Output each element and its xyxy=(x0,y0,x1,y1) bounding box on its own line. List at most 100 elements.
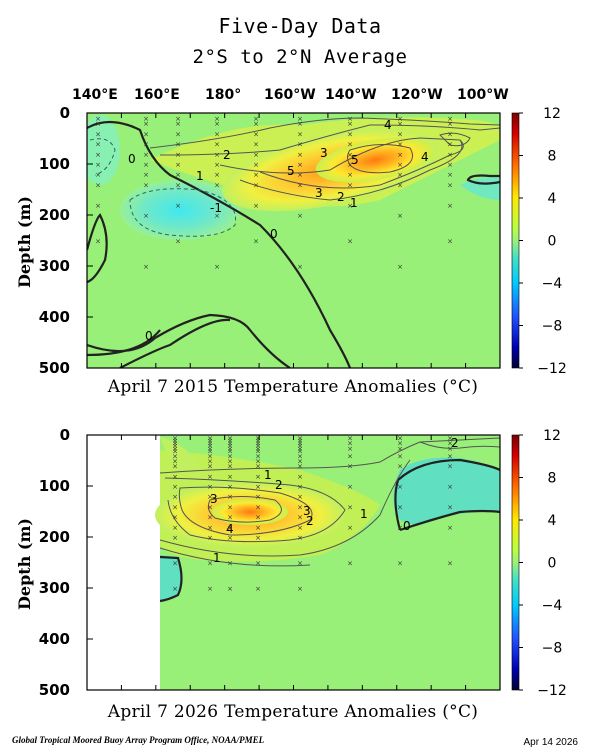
y-tick-label: 300 xyxy=(39,579,70,597)
sample-marker: × xyxy=(447,141,453,149)
sample-marker: × xyxy=(297,560,303,568)
sample-marker: × xyxy=(297,534,303,542)
sample-marker: × xyxy=(207,560,213,568)
sample-marker: × xyxy=(447,445,453,453)
sample-marker: × xyxy=(255,524,261,532)
sample-marker: × xyxy=(347,151,353,159)
sample-marker: × xyxy=(207,440,213,448)
sample-marker: × xyxy=(397,120,403,128)
sample-marker: × xyxy=(397,181,403,189)
contour-label: 4 xyxy=(384,118,392,132)
contour-label: 5 xyxy=(351,153,359,167)
contour-label: 0 xyxy=(145,329,153,343)
contour-label: 0 xyxy=(403,519,411,533)
sample-marker: × xyxy=(397,212,403,220)
sample-marker: × xyxy=(227,442,233,450)
sample-marker: × xyxy=(207,524,213,532)
sample-marker: × xyxy=(347,130,353,138)
warm-anomaly-core xyxy=(212,499,288,525)
sample-marker: × xyxy=(207,514,213,522)
sample-marker: × xyxy=(175,171,181,179)
y-tick-label: 400 xyxy=(39,630,70,648)
sample-marker: × xyxy=(255,452,261,460)
sample-marker: × xyxy=(347,202,353,210)
colorbar-ticks: 12 8 4 0 −4 −8 −12 xyxy=(519,428,567,699)
y-tick-label: 0 xyxy=(60,104,70,122)
panel-caption: April 7 2026 Temperature Anomalies (°C) xyxy=(107,702,478,722)
warm-anomaly-core xyxy=(315,137,435,183)
sample-marker: × xyxy=(297,130,303,138)
sample-marker: × xyxy=(255,514,261,522)
sample-marker: × xyxy=(143,263,149,271)
sample-marker: × xyxy=(397,463,403,471)
y-tick-label: 500 xyxy=(39,681,70,699)
sample-markers: × × × × × × × × × × × × × × × × × × × × × × × × × × × × × × × × × × × × × × × ×… xyxy=(95,115,453,271)
sample-marker: × xyxy=(397,445,403,453)
sample-marker: × xyxy=(297,473,303,481)
contour-label: 2 xyxy=(223,148,231,162)
sample-marker: × xyxy=(253,130,259,138)
sample-marker: × xyxy=(397,115,403,123)
sample-marker: × xyxy=(175,130,181,138)
sample-marker: × xyxy=(227,435,233,443)
sample-marker: × xyxy=(347,141,353,149)
sample-marker: × xyxy=(227,473,233,481)
sample-marker: × xyxy=(207,445,213,453)
y-tick-label: 300 xyxy=(39,257,70,275)
sample-marker: × xyxy=(175,115,181,123)
colorbar-tick-label: 12 xyxy=(543,106,561,122)
sample-marker: × xyxy=(172,524,178,532)
sample-marker: × xyxy=(255,473,261,481)
sample-marker: × xyxy=(143,171,149,179)
colorbar-tick-label: −4 xyxy=(542,276,563,292)
sample-marker: × xyxy=(143,161,149,169)
sample-marker: × xyxy=(207,534,213,542)
sample-marker: × xyxy=(255,503,261,511)
sample-marker: × xyxy=(397,503,403,511)
colorbar-tick-label: 8 xyxy=(548,471,557,487)
panel-caption: April 7 2015 Temperature Anomalies (°C) xyxy=(107,377,478,397)
sample-marker: × xyxy=(95,141,101,149)
sample-marker: × xyxy=(207,435,213,443)
x-tick-label: 120°W xyxy=(391,87,443,103)
x-tick-label: 160°W xyxy=(264,87,316,103)
contour-labels: 2 1 2 3 3 2 4 1 0 1 xyxy=(210,436,459,565)
sample-marker: × xyxy=(397,171,403,179)
contour-label: -1 xyxy=(210,201,222,215)
sample-marker: × xyxy=(172,514,178,522)
y-axis-label: Depth (m) xyxy=(15,196,34,288)
sample-marker: × xyxy=(172,435,178,443)
contour-label: 0 xyxy=(128,152,136,166)
sample-marker: × xyxy=(255,560,261,568)
sample-marker: × xyxy=(347,238,353,246)
sample-marker: × xyxy=(227,560,233,568)
sample-marker: × xyxy=(347,171,353,179)
sample-marker: × xyxy=(175,202,181,210)
sample-marker: × xyxy=(172,440,178,448)
sample-marker: × xyxy=(214,263,220,271)
sample-marker: × xyxy=(207,437,213,445)
sample-marker: × xyxy=(255,534,261,542)
sample-marker: × xyxy=(214,115,220,123)
sample-marker: × xyxy=(172,458,178,466)
y-tick-label: 0 xyxy=(60,426,70,444)
contour-label: 1 xyxy=(196,169,204,183)
sample-marker: × xyxy=(297,514,303,522)
y-axis-label: Depth (m) xyxy=(15,518,34,610)
sample-marker: × xyxy=(447,151,453,159)
colorbar-tick-label: 4 xyxy=(548,513,557,529)
sample-marker: × xyxy=(447,115,453,123)
sample-marker: × xyxy=(172,463,178,471)
sample-marker: × xyxy=(297,483,303,491)
sample-marker: × xyxy=(255,437,261,445)
x-tick-label: 180° xyxy=(205,87,241,103)
sample-marker: × xyxy=(255,463,261,471)
y-tick-label: 200 xyxy=(39,206,70,224)
sample-marker: × xyxy=(253,151,259,159)
sample-marker: × xyxy=(347,452,353,460)
colorbar-tick-label: 8 xyxy=(548,149,557,165)
sample-marker: × xyxy=(447,130,453,138)
colorbar xyxy=(511,112,520,369)
y-tick-label: 500 xyxy=(39,359,70,377)
sample-marker: × xyxy=(297,585,303,593)
